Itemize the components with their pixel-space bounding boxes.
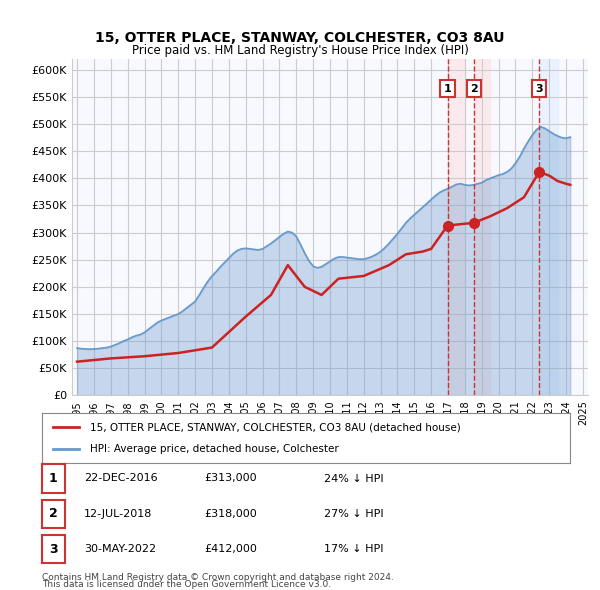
Text: 1: 1 xyxy=(443,84,451,94)
Text: 15, OTTER PLACE, STANWAY, COLCHESTER, CO3 8AU: 15, OTTER PLACE, STANWAY, COLCHESTER, CO… xyxy=(95,31,505,45)
Text: Price paid vs. HM Land Registry's House Price Index (HPI): Price paid vs. HM Land Registry's House … xyxy=(131,44,469,57)
Text: 12-JUL-2018: 12-JUL-2018 xyxy=(84,509,152,519)
Bar xyxy=(448,59,465,395)
Text: £313,000: £313,000 xyxy=(204,474,257,483)
Text: 27% ↓ HPI: 27% ↓ HPI xyxy=(324,509,383,519)
Text: 3: 3 xyxy=(49,543,58,556)
Text: 24% ↓ HPI: 24% ↓ HPI xyxy=(324,474,383,483)
Text: This data is licensed under the Open Government Licence v3.0.: This data is licensed under the Open Gov… xyxy=(42,579,331,589)
Text: 22-DEC-2016: 22-DEC-2016 xyxy=(84,474,158,483)
Text: 15, OTTER PLACE, STANWAY, COLCHESTER, CO3 8AU (detached house): 15, OTTER PLACE, STANWAY, COLCHESTER, CO… xyxy=(89,422,460,432)
Text: £412,000: £412,000 xyxy=(204,545,257,554)
Text: 1: 1 xyxy=(49,472,58,485)
Text: 17% ↓ HPI: 17% ↓ HPI xyxy=(324,545,383,554)
Text: 30-MAY-2022: 30-MAY-2022 xyxy=(84,545,156,554)
Text: 3: 3 xyxy=(535,84,543,94)
Text: HPI: Average price, detached house, Colchester: HPI: Average price, detached house, Colc… xyxy=(89,444,338,454)
Bar xyxy=(539,59,557,395)
Text: 2: 2 xyxy=(49,507,58,520)
Text: Contains HM Land Registry data © Crown copyright and database right 2024.: Contains HM Land Registry data © Crown c… xyxy=(42,572,394,582)
Text: £318,000: £318,000 xyxy=(204,509,257,519)
Bar xyxy=(474,59,490,395)
Text: 2: 2 xyxy=(470,84,478,94)
